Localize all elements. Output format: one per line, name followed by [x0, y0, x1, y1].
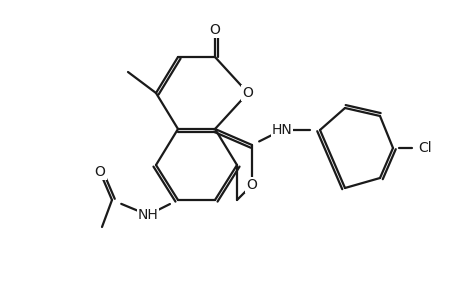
Text: O: O [209, 23, 220, 37]
Text: O: O [95, 165, 105, 179]
Text: HN: HN [271, 123, 292, 137]
Text: O: O [246, 178, 257, 192]
Text: Cl: Cl [417, 141, 431, 155]
Text: NH: NH [137, 208, 158, 222]
Text: O: O [242, 86, 253, 100]
